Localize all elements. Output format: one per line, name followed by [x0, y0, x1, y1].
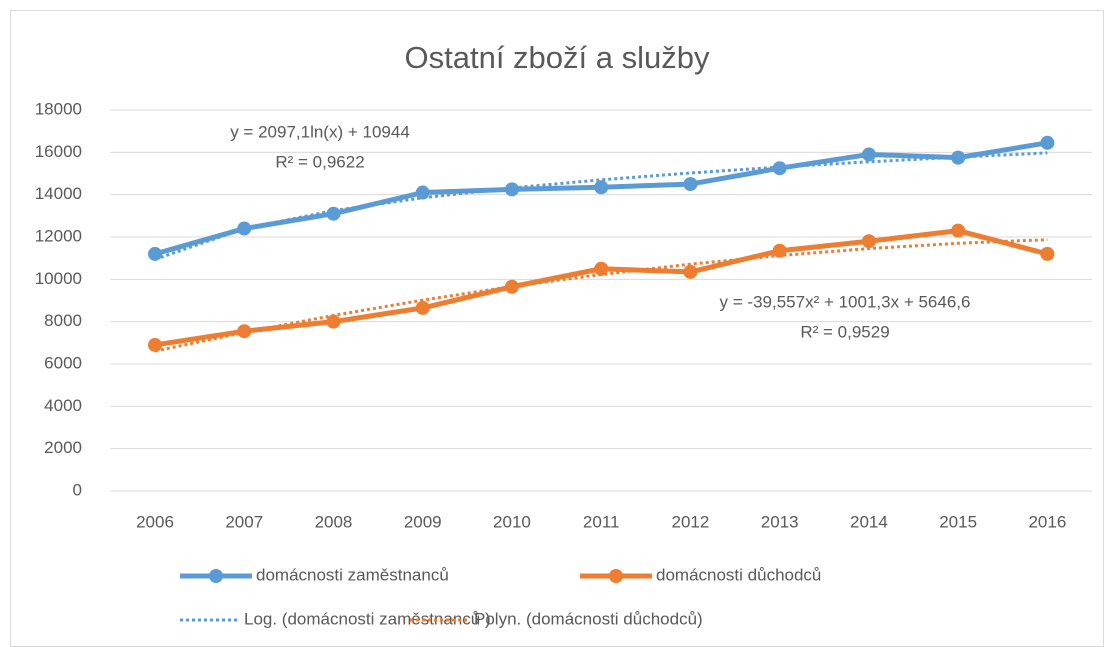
y-tick-label: 4000 [44, 396, 82, 415]
x-tick-label: 2012 [672, 512, 710, 531]
marker [951, 223, 966, 238]
y-tick-label: 16000 [35, 142, 82, 161]
x-tick-label: 2010 [493, 512, 531, 531]
legend-label: domácnosti důchodců [656, 565, 821, 584]
legend-marker [209, 569, 223, 583]
legend-label: domácnosti zaměstnanců [256, 565, 449, 584]
marker [148, 246, 163, 261]
x-tick-label: 2016 [1028, 512, 1066, 531]
x-tick-label: 2013 [761, 512, 799, 531]
y-tick-label: 14000 [35, 184, 82, 203]
annotation: R² = 0,9529 [800, 322, 889, 341]
marker [772, 243, 787, 258]
x-tick-label: 2009 [404, 512, 442, 531]
y-tick-label: 8000 [44, 311, 82, 330]
y-tick-label: 2000 [44, 438, 82, 457]
marker [504, 182, 519, 197]
chart-border [10, 10, 1104, 647]
marker [415, 185, 430, 200]
marker [148, 337, 163, 352]
marker [772, 161, 787, 176]
y-tick-label: 0 [73, 480, 82, 499]
marker [683, 264, 698, 279]
marker [594, 261, 609, 276]
marker [594, 180, 609, 195]
y-tick-label: 10000 [35, 269, 82, 288]
x-tick-label: 2015 [939, 512, 977, 531]
marker [951, 150, 966, 165]
marker [861, 147, 876, 162]
marker [1040, 135, 1055, 150]
y-tick-label: 12000 [35, 226, 82, 245]
x-tick-label: 2011 [583, 512, 620, 531]
x-tick-label: 2014 [850, 512, 888, 531]
x-tick-label: 2007 [225, 512, 263, 531]
marker [683, 177, 698, 192]
x-tick-label: 2008 [315, 512, 353, 531]
annotation: y = -39,557x² + 1001,3x + 5646,6 [720, 292, 971, 311]
x-tick-label: 2006 [136, 512, 174, 531]
legend-label: Polyn. (domácnosti důchodců) [474, 609, 703, 628]
annotation: R² = 0,9622 [275, 152, 364, 171]
legend-label: Log. (domácnosti zaměstnanců ) [244, 609, 491, 628]
marker [504, 279, 519, 294]
marker [326, 314, 341, 329]
marker [326, 206, 341, 221]
y-tick-label: 6000 [44, 353, 82, 372]
legend-marker [609, 569, 623, 583]
marker [237, 221, 252, 236]
y-tick-label: 18000 [35, 99, 82, 118]
annotation: y = 2097,1ln(x) + 10944 [230, 122, 410, 141]
marker [861, 234, 876, 249]
chart-title: Ostatní zboží a služby [405, 40, 710, 75]
marker [415, 300, 430, 315]
marker [237, 324, 252, 339]
marker [1040, 246, 1055, 261]
